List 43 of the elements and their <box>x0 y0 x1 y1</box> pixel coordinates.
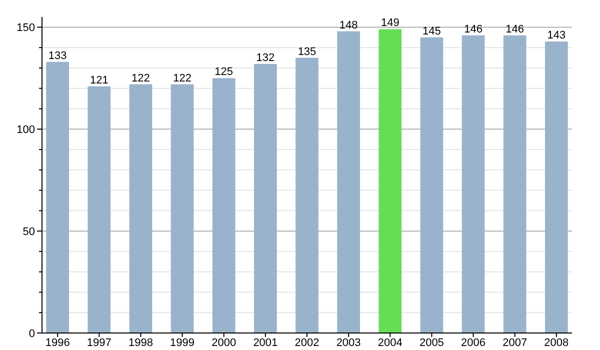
bar <box>46 62 70 333</box>
data-label: 148 <box>339 19 358 32</box>
x-tick-label: 1999 <box>170 337 195 349</box>
bar <box>212 78 236 333</box>
bar <box>420 37 444 333</box>
x-tick-label: 2000 <box>212 337 236 349</box>
data-label: 143 <box>547 29 566 42</box>
x-tick-label: 2007 <box>502 337 528 349</box>
y-tick-label: 150 <box>16 22 35 34</box>
x-tick-label: 2001 <box>253 337 278 349</box>
data-label: 122 <box>132 72 150 84</box>
x-tick-label: 2005 <box>419 337 444 349</box>
x-tick-label: 2008 <box>544 337 569 349</box>
bar <box>170 84 194 333</box>
x-tick-label: 2006 <box>461 337 486 349</box>
bar <box>254 64 277 333</box>
data-label: 146 <box>464 23 482 36</box>
bar <box>544 41 568 333</box>
data-label: 121 <box>90 74 108 86</box>
y-tick-label: 50 <box>22 226 35 238</box>
bar <box>88 86 111 333</box>
x-tick-label: 2004 <box>378 337 402 349</box>
bar <box>378 29 402 333</box>
bar <box>129 84 152 333</box>
bar <box>337 31 360 333</box>
data-label: 135 <box>298 46 316 58</box>
y-tick-label: 100 <box>16 124 35 136</box>
data-label: 132 <box>256 52 275 64</box>
y-tick-label: 0 <box>28 328 35 340</box>
data-label: 149 <box>380 17 400 30</box>
bar <box>462 35 485 333</box>
x-tick-label: 1998 <box>128 337 153 349</box>
data-label: 146 <box>506 23 524 36</box>
x-tick-label: 1997 <box>86 337 112 349</box>
bar <box>503 35 526 333</box>
x-tick-label: 1996 <box>45 337 70 349</box>
data-label: 122 <box>173 72 192 84</box>
x-tick-label: 2003 <box>336 337 361 349</box>
x-tick-label: 2002 <box>294 337 320 349</box>
data-label: 145 <box>422 25 441 38</box>
bar <box>296 58 318 333</box>
data-label: 125 <box>214 66 234 78</box>
data-label: 133 <box>48 50 67 62</box>
